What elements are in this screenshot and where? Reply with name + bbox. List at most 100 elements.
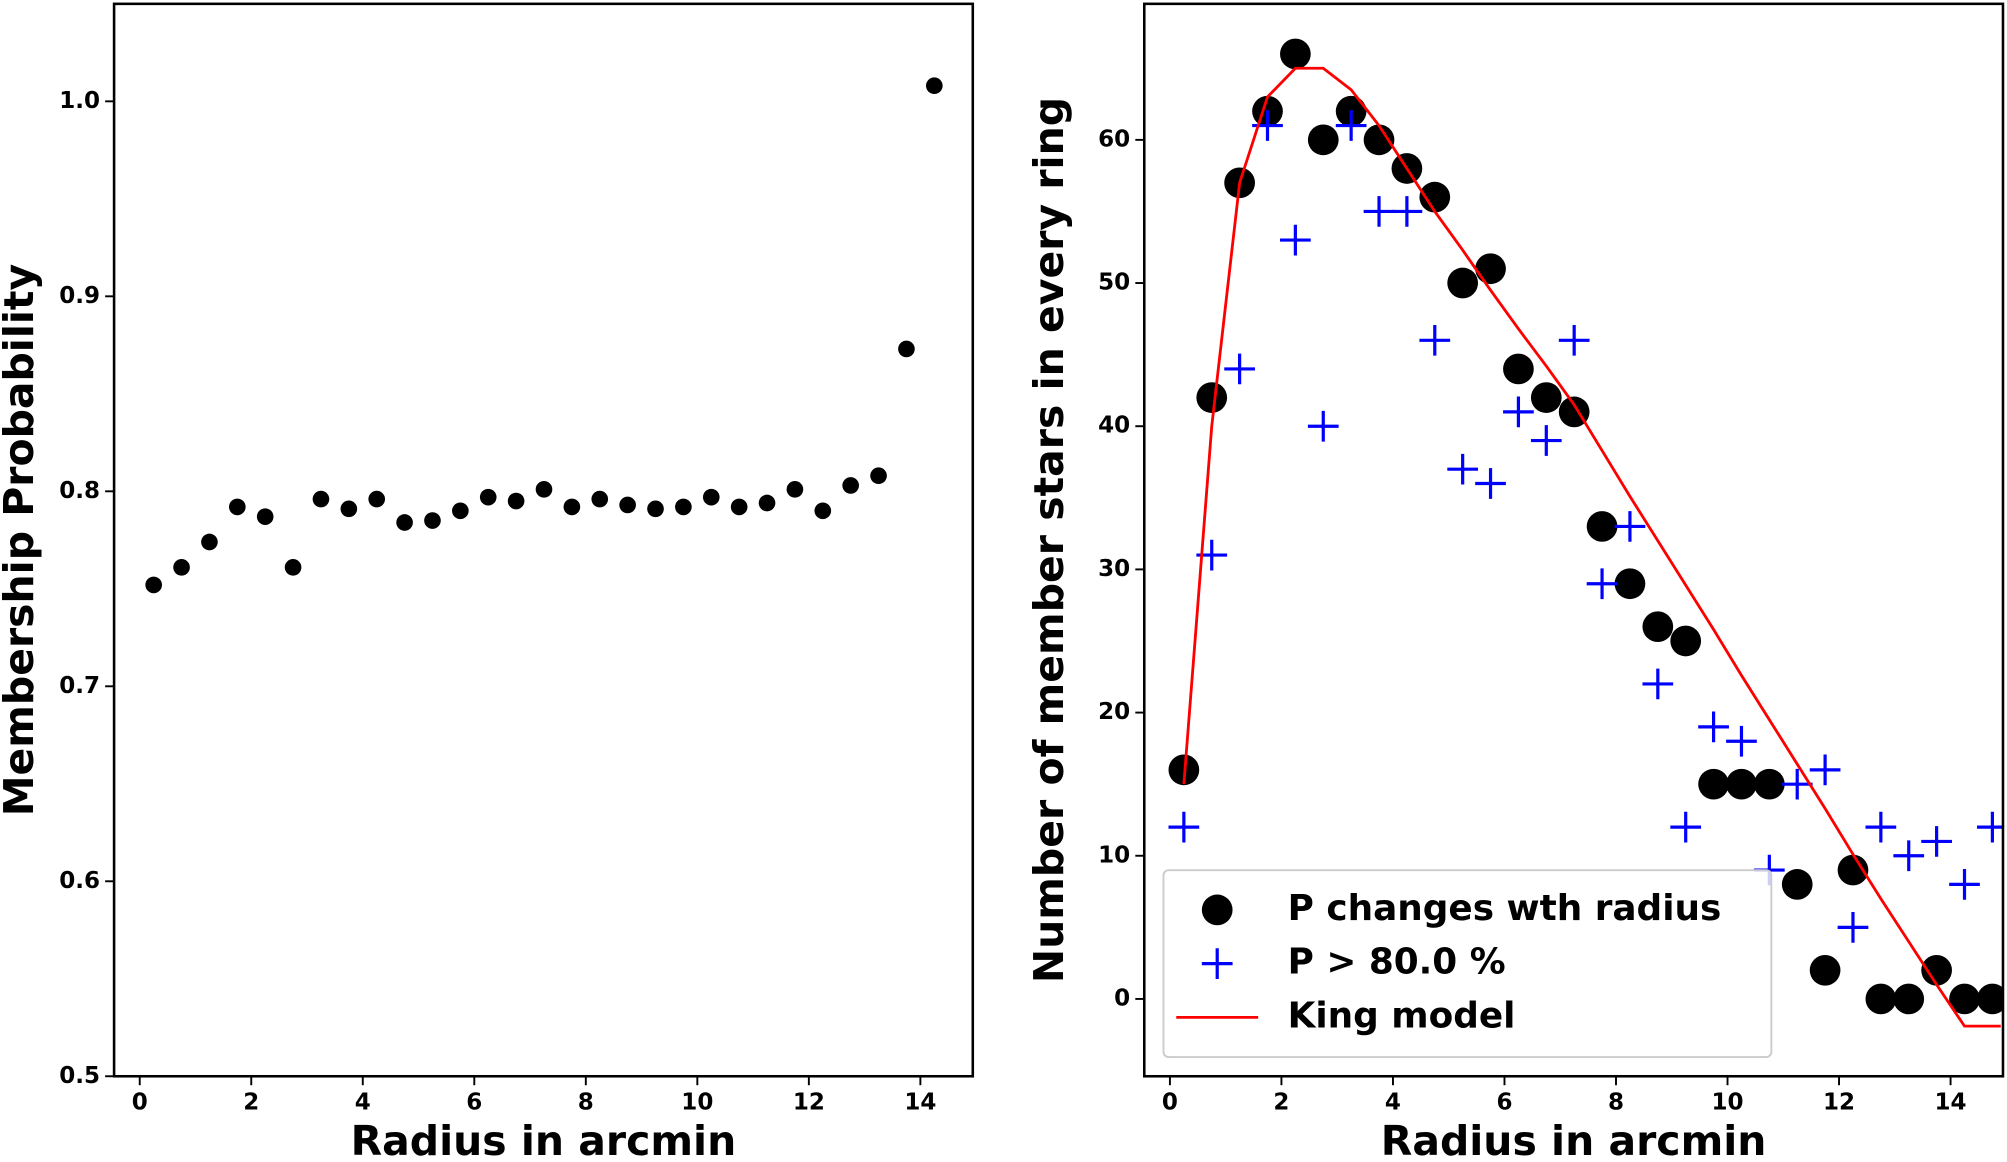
point: [647, 500, 664, 518]
point: [1586, 568, 1618, 600]
legend-box: [1162, 869, 1773, 1059]
point: [1280, 38, 1311, 70]
point: [256, 508, 274, 525]
point: [1921, 954, 1952, 986]
point: [1949, 983, 1980, 1015]
y-tick-label: 1.0: [59, 88, 100, 114]
point: [1530, 425, 1562, 456]
x-tick-label: 2: [1273, 1090, 1289, 1116]
y-tick-label: 10: [1098, 842, 1130, 868]
point: [1781, 869, 1813, 900]
point: [312, 490, 330, 508]
point: [1475, 468, 1506, 499]
y-axis-label: Number of member stars in every ring: [1025, 97, 1073, 983]
x-tick-label: 4: [355, 1090, 371, 1116]
point: [563, 498, 581, 516]
point: [1363, 196, 1395, 227]
point: [479, 488, 497, 506]
point: [786, 481, 804, 498]
point: [1503, 353, 1534, 385]
point: [535, 481, 553, 498]
x-tick-label: 10: [1712, 1090, 1744, 1116]
point: [842, 477, 859, 494]
point: [1753, 768, 1785, 800]
point: [1447, 267, 1479, 299]
x-tick-label: 10: [681, 1090, 713, 1116]
point: [1670, 811, 1702, 843]
point: [1475, 253, 1506, 285]
point: [1670, 625, 1702, 657]
point: [368, 490, 386, 508]
point: [1893, 840, 1925, 872]
point: [452, 502, 469, 520]
point: [1586, 511, 1618, 542]
point: [1865, 983, 1897, 1015]
y-tick-label: 0.8: [59, 478, 100, 504]
legend-label: P > 80.0 %: [1288, 942, 1506, 983]
point: [1391, 196, 1423, 227]
point: [1530, 382, 1562, 413]
point: [1642, 611, 1674, 643]
legend: P changes wth radius P > 80.0 % King model: [1162, 869, 1773, 1059]
point: [1307, 124, 1339, 156]
point: [340, 500, 358, 518]
point: [1307, 410, 1339, 442]
y-tick-label: 20: [1098, 699, 1130, 725]
point: [1168, 811, 1200, 843]
point: [1419, 181, 1451, 213]
point: [507, 492, 525, 510]
point: [1503, 396, 1534, 428]
point: [424, 512, 441, 529]
point: [201, 533, 218, 551]
y-tick-label: 30: [1098, 556, 1130, 582]
y-tick-label: 50: [1098, 270, 1130, 296]
x-tick-label: 4: [1385, 1090, 1401, 1116]
x-tick-label: 8: [1608, 1090, 1624, 1116]
point: [1698, 768, 1729, 800]
x-tick-label: 14: [904, 1090, 936, 1116]
point: [1781, 768, 1813, 800]
point: [1949, 869, 1980, 900]
point: [898, 340, 915, 358]
y-tick-label: 40: [1098, 413, 1130, 439]
point: [228, 498, 246, 516]
x-axis-label: Radius in arcmin: [1381, 1117, 1767, 1162]
legend-swatch: [1201, 948, 1233, 979]
point: [1809, 954, 1841, 986]
point: [1893, 983, 1925, 1015]
y-tick-label: 60: [1098, 126, 1130, 152]
x-tick-label: 12: [793, 1090, 825, 1116]
x-tick-label: 6: [1496, 1090, 1512, 1116]
point: [1419, 324, 1451, 356]
y-tick-label: 0.9: [59, 283, 100, 309]
point: [1642, 668, 1674, 700]
point: [1363, 124, 1395, 156]
point: [1196, 382, 1228, 413]
line: [1182, 66, 2001, 1028]
point: [1558, 324, 1590, 356]
point: [730, 498, 748, 516]
y-tick-label: 0.7: [59, 673, 100, 699]
point: [870, 467, 887, 485]
x-axis-label: Radius in arcmin: [351, 1117, 737, 1162]
point: [675, 498, 692, 516]
point: [702, 488, 720, 506]
x-tick-label: 14: [1935, 1090, 1967, 1116]
point: [1977, 983, 2003, 1015]
point: [814, 502, 832, 520]
y-tick-label: 0.5: [59, 1063, 100, 1089]
point: [284, 559, 302, 576]
y-tick-label: 0: [1114, 985, 1130, 1011]
point: [1921, 826, 1952, 857]
point: [1698, 711, 1729, 743]
point: [1614, 511, 1646, 542]
point: [396, 514, 413, 531]
point: [1614, 568, 1646, 600]
axes-frame: [112, 2, 975, 1078]
point: [925, 77, 943, 95]
point: [1335, 110, 1367, 141]
x-tick-label: 0: [132, 1090, 148, 1116]
legend-swatch: [1201, 894, 1233, 926]
